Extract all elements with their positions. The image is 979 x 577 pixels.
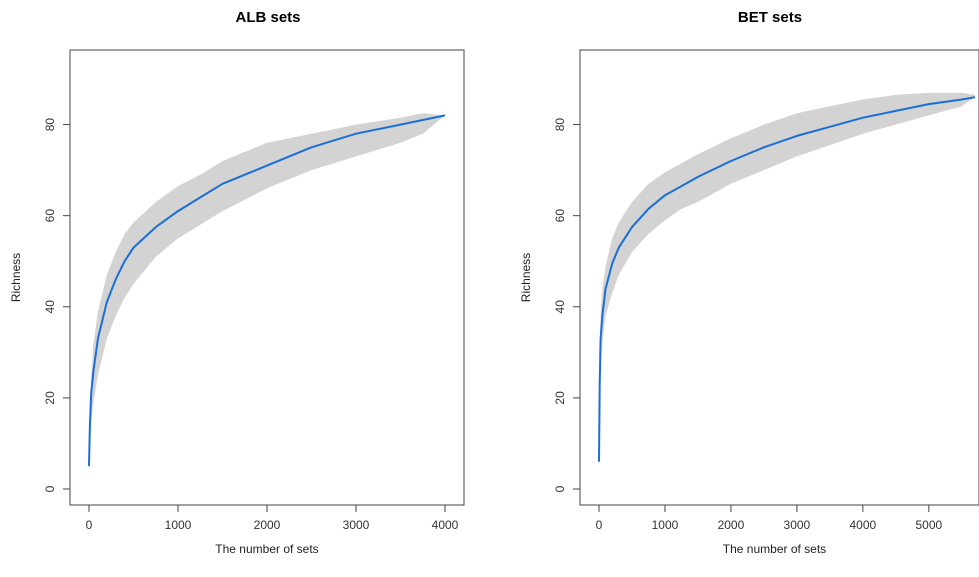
- x-tick-label: 4000: [850, 518, 877, 532]
- x-axis-label: The number of sets: [723, 542, 826, 556]
- x-axis-label: The number of sets: [215, 542, 318, 556]
- y-tick-label: 0: [553, 485, 567, 492]
- y-tick-label: 40: [43, 300, 57, 314]
- chart-title: BET sets: [738, 9, 802, 26]
- x-tick-label: 1000: [652, 518, 679, 532]
- x-tick-label: 5000: [915, 518, 942, 532]
- y-tick-label: 20: [43, 391, 57, 405]
- confidence-band: [89, 113, 445, 467]
- y-axis-label: Richness: [519, 253, 533, 302]
- richness-curve: [88, 114, 446, 467]
- chart-panel-1: ALB sets 0 1000 2000 3000 4000 0 20 40 60 80 The nu…: [9, 9, 465, 556]
- y-axis-label: Richness: [9, 253, 23, 302]
- x-tick-label: 1000: [165, 518, 192, 532]
- x-tick-label: 4000: [432, 518, 459, 532]
- confidence-band: [599, 92, 975, 462]
- y-tick-label: 60: [553, 209, 567, 223]
- y-tick-label: 80: [553, 118, 567, 132]
- x-tick-label: 2000: [254, 518, 281, 532]
- y-tick-label: 0: [43, 485, 57, 492]
- y-tick-label: 40: [553, 300, 567, 314]
- richness-curve: [598, 96, 976, 462]
- chart-panel-2: BET sets 0 1000 2000 3000 4000 5000 0 20 40 60 80 Th…: [519, 9, 979, 556]
- x-tick-label: 2000: [718, 518, 745, 532]
- plot-frame: [579, 49, 979, 506]
- y-tick-label: 20: [553, 391, 567, 405]
- chart-title: ALB sets: [235, 9, 300, 26]
- x-tick-label: 0: [86, 518, 93, 532]
- x-tick-label: 3000: [343, 518, 370, 532]
- x-tick-label: 3000: [784, 518, 811, 532]
- x-tick-label: 0: [596, 518, 603, 532]
- y-tick-label: 80: [43, 118, 57, 132]
- y-tick-label: 60: [43, 209, 57, 223]
